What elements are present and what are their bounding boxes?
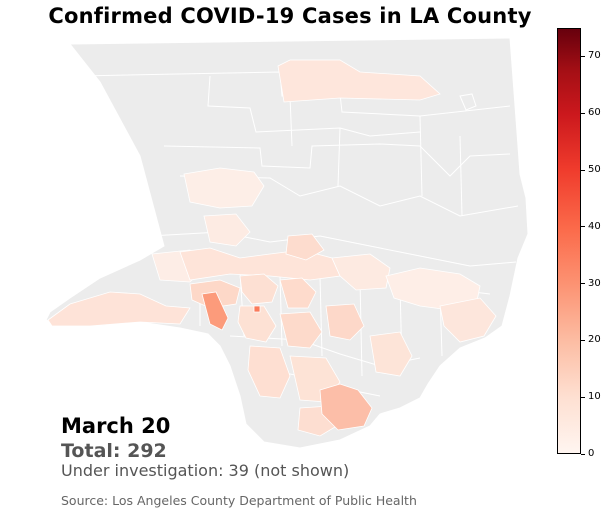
colorbar-tick-mark <box>581 113 585 114</box>
colorbar-tick-label: 30 <box>588 279 601 289</box>
under-investigation-label: Under investigation: 39 (not shown) <box>61 461 349 480</box>
map-title: Confirmed COVID-19 Cases in LA County <box>0 4 580 28</box>
source-label: Source: Los Angeles County Department of… <box>61 493 417 508</box>
colorbar-tick-label: 60 <box>588 108 601 118</box>
colorbar <box>557 28 581 454</box>
colorbar-tick-mark <box>581 283 585 284</box>
colorbar-tick-mark <box>581 454 585 455</box>
date-label: March 20 <box>61 414 170 438</box>
colorbar-tick-label: 40 <box>588 222 601 232</box>
colorbar-tick-label: 20 <box>588 335 601 345</box>
colorbar-tick-label: 70 <box>588 51 601 61</box>
colorbar-tick-label: 10 <box>588 392 601 402</box>
colorbar-tick-label: 50 <box>588 165 601 175</box>
total-label: Total: 292 <box>61 440 167 462</box>
la-county-map <box>40 36 540 456</box>
colorbar-tick-mark <box>581 340 585 341</box>
colorbar-tick-mark <box>581 56 585 57</box>
colorbar-tick-mark <box>581 170 585 171</box>
colorbar-tick-label: 0 <box>588 449 594 459</box>
colorbar-tick-mark <box>581 397 585 398</box>
colorbar-tick-mark <box>581 226 585 227</box>
